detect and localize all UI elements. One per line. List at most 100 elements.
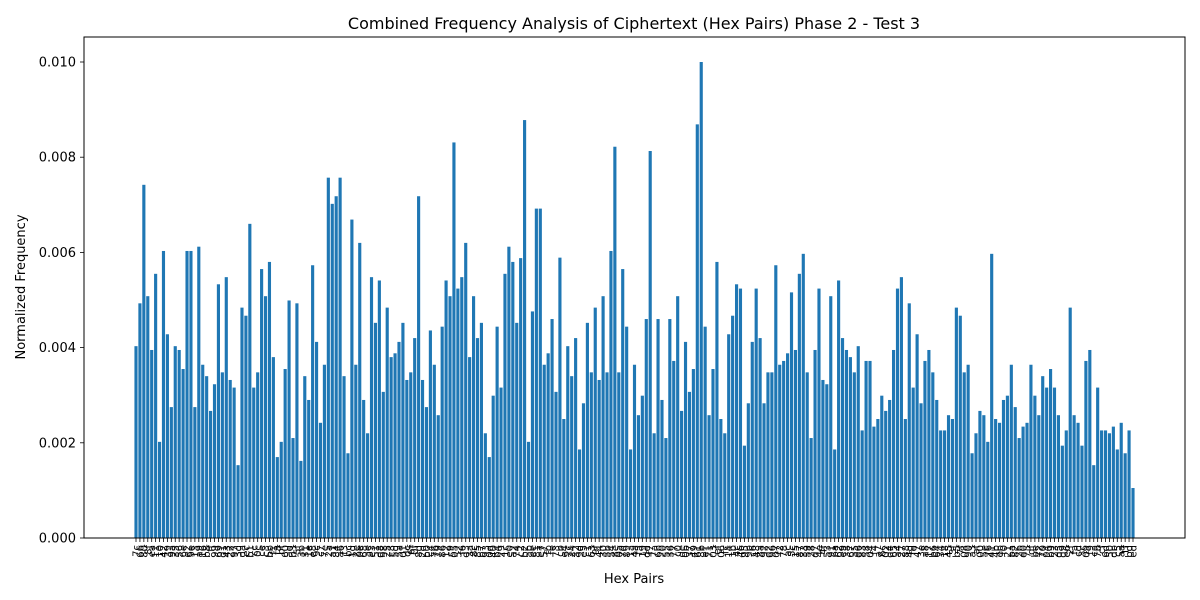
bar-8e — [613, 146, 617, 539]
x-tick-label: b8 — [202, 545, 213, 558]
x-tick-label: 73 — [552, 545, 563, 558]
bar-98 — [381, 391, 385, 538]
bar-a3 — [970, 453, 974, 538]
x-tick-label: a3 — [968, 545, 979, 558]
x-tick-label: e1 — [701, 545, 712, 558]
bar-5a — [397, 341, 401, 538]
bar-e9 — [840, 338, 845, 538]
bar-c0 — [676, 296, 680, 538]
x-tick-label: b2 — [520, 545, 531, 558]
bar-b1 — [248, 223, 252, 538]
bar-27 — [899, 277, 903, 538]
bar-01 — [401, 322, 405, 538]
x-tick-label: 70 — [1038, 545, 1049, 558]
bar-7e — [322, 364, 326, 538]
bar-45 — [946, 415, 951, 538]
x-tick-label: 85 — [473, 545, 484, 558]
bar-07 — [774, 265, 778, 538]
bar-41 — [990, 253, 994, 538]
x-tick-label: 34 — [936, 545, 947, 558]
x-tick-label: 5e — [979, 545, 990, 558]
x-tick-label: 7a — [650, 545, 661, 558]
y-tick-label: 0.000 — [39, 532, 76, 547]
x-tick-label: 2d — [418, 545, 429, 558]
bar-9a — [169, 407, 173, 538]
x-tick-label: 03 — [709, 545, 720, 558]
x-tick-label: 21 — [1003, 545, 1014, 558]
x-tick-label: cb — [555, 545, 566, 557]
bar-94 — [1045, 387, 1049, 538]
bar-af — [974, 433, 978, 538]
bar-09 — [1084, 360, 1088, 538]
x-tick-label: a1 — [328, 545, 339, 558]
bar-84 — [334, 196, 338, 539]
x-tick-label: 40 — [489, 545, 500, 558]
x-tick-label: 51 — [371, 545, 382, 558]
bar-db — [1111, 426, 1115, 538]
x-tick-label: 17 — [924, 545, 935, 558]
bar-cf — [1100, 430, 1104, 538]
x-tick-label: dc — [402, 545, 413, 557]
bar-ca — [1092, 465, 1096, 538]
x-tick-label: ed — [1129, 545, 1140, 558]
bar-83 — [860, 430, 864, 538]
x-tick-label: 5c — [787, 545, 798, 557]
bar-c4 — [428, 330, 432, 538]
bar-56 — [177, 349, 181, 538]
x-tick-label: fe — [548, 545, 559, 555]
bar-bb — [267, 261, 272, 538]
bar-16 — [201, 364, 205, 538]
bar-60 — [283, 369, 287, 538]
bar-37 — [687, 391, 692, 538]
bar-97 — [232, 387, 236, 538]
x-tick-label: 98 — [379, 545, 390, 558]
x-tick-label: 61 — [693, 545, 704, 558]
bar-0f — [413, 338, 417, 538]
bar-de — [680, 410, 684, 538]
bar-6d — [1103, 430, 1108, 538]
bar-a1 — [330, 203, 334, 538]
x-tick-label: 47 — [913, 545, 924, 558]
bar-ab — [526, 441, 531, 538]
bar-62 — [837, 280, 841, 538]
bar-cc — [252, 387, 256, 538]
x-tick-label: 3d — [234, 545, 245, 558]
x-tick-label: 1d — [347, 545, 358, 558]
bar-0e — [358, 242, 362, 538]
bar-e3 — [369, 277, 374, 538]
bar-ed — [1131, 488, 1135, 538]
bar-f7 — [648, 151, 652, 538]
bar-aa — [1119, 422, 1123, 538]
bar-63 — [589, 372, 593, 538]
x-tick-label: 32 — [571, 545, 582, 558]
bar-51 — [373, 322, 378, 538]
bar-88 — [903, 419, 907, 538]
x-tick-label: 7c — [132, 545, 143, 557]
bar-e5 — [581, 403, 586, 538]
x-tick-label: 76 — [430, 545, 441, 558]
bar-77 — [672, 360, 676, 538]
x-tick-label: f6 — [457, 545, 468, 555]
x-tick-label: 01 — [398, 545, 409, 558]
y-axis-label: Normalized Frequency — [14, 214, 29, 359]
bar-90 — [966, 364, 970, 538]
x-tick-label: eb — [995, 545, 1006, 558]
x-tick-label: 33 — [799, 545, 810, 558]
x-tick-label: d9 — [1058, 545, 1069, 558]
x-tick-label: ab — [524, 545, 535, 557]
bar-d0 — [1021, 426, 1025, 538]
bar-73 — [554, 391, 558, 538]
bar-2a — [326, 177, 330, 539]
x-tick-label: 60 — [281, 545, 292, 558]
y-tick-label: 0.002 — [39, 436, 76, 451]
x-tick-label: cd — [1074, 545, 1085, 557]
x-tick-label: 38 — [842, 545, 853, 558]
bar-ee — [530, 311, 535, 538]
bar-f1 — [271, 357, 275, 538]
x-tick-label: b7 — [477, 545, 488, 558]
bar-b8 — [205, 376, 209, 538]
x-tick-label: ae — [363, 545, 374, 557]
x-tick-label: 90 — [964, 545, 975, 558]
x-tick-label: 83 — [858, 545, 869, 558]
x-tick-label: db — [1109, 545, 1120, 558]
